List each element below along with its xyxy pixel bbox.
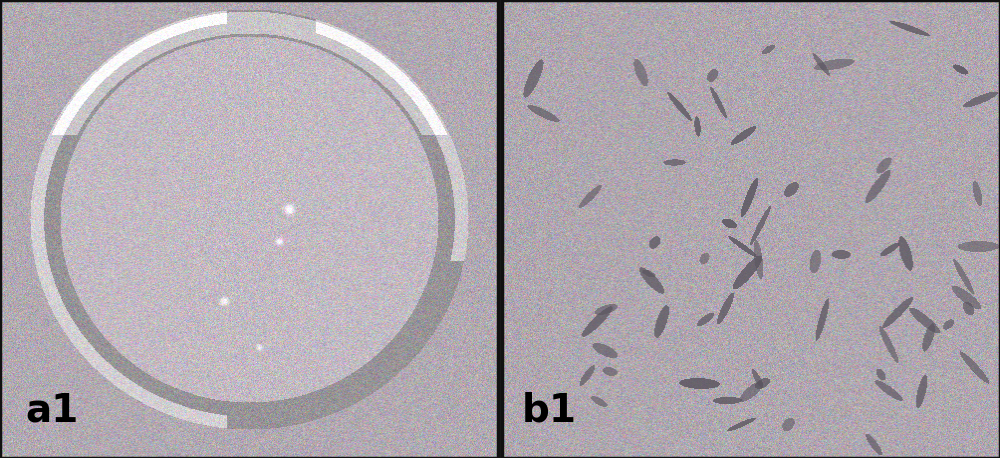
Bar [0,0,498,458]
Text: a1: a1 [25,391,78,429]
Bar [502,0,1000,458]
Text: b1: b1 [522,391,577,429]
